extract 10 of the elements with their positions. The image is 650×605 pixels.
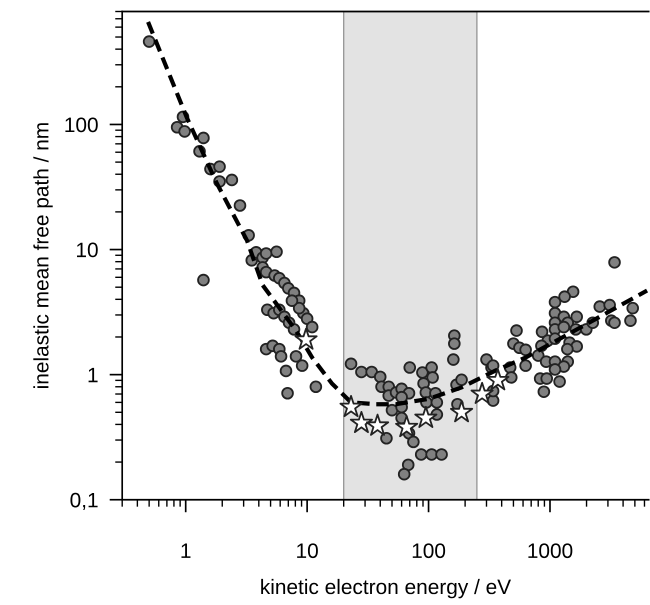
x-tick-label: 100 xyxy=(412,543,446,558)
y-tick-label: 10 xyxy=(77,242,98,258)
y-tick-label: 100 xyxy=(65,117,98,132)
y-axis-title: inelastic mean free path / nm xyxy=(33,123,53,388)
x-tick-label: 1 xyxy=(181,544,190,558)
y-tick-label: 0,1 xyxy=(70,492,98,510)
x-axis-title: kinetic electron energy / eV xyxy=(261,578,512,598)
x-tick-label: 10 xyxy=(297,543,318,558)
x-tick-label: 1000 xyxy=(528,543,572,558)
y-tick-label: 1 xyxy=(88,368,98,382)
